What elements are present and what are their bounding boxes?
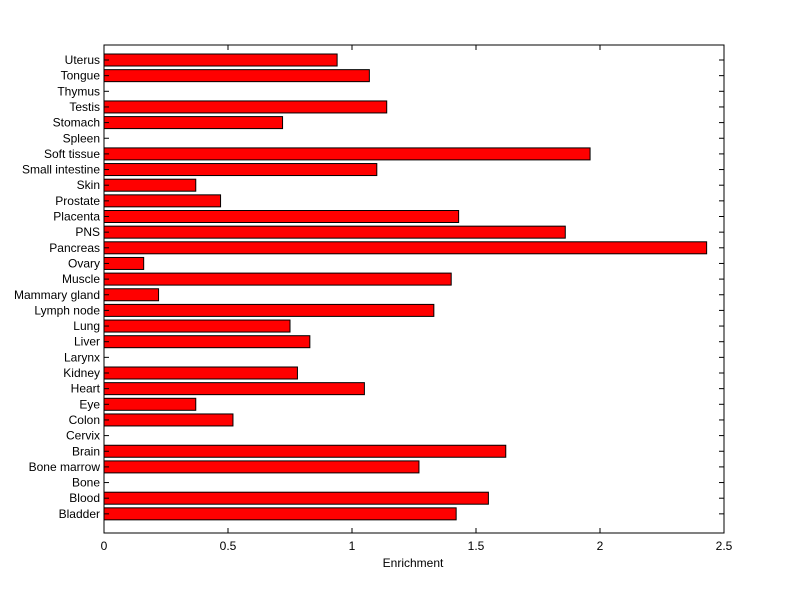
y-tick-label-brain: Brain [72,444,100,458]
y-tick-label-cervix: Cervix [66,429,100,443]
bar-placenta [103,210,460,223]
bar-testis [103,100,388,114]
plot-frame [103,44,725,534]
x-ticks-group: 0 0.5 1 1.5 2 2.5 [101,45,733,553]
bar-bone-marrow [103,460,420,474]
bar-small-intestine [103,163,378,177]
bar-colon [103,413,234,427]
bar-brain [103,444,507,458]
y-tick-label-heart: Heart [71,382,101,396]
bar-heart [103,382,365,396]
bar-prostate [103,194,222,208]
y-tick-label-kidney: Kidney [63,366,100,380]
x-axis-label: Enrichment [383,556,444,570]
y-tick-label-soft-tissue: Soft tissue [44,147,100,161]
bar-lung [103,319,291,333]
y-tick-label-liver: Liver [74,335,100,349]
y-tick-label-small-intestine: Small intestine [22,163,100,177]
y-tick-label-lymph-node: Lymph node [34,303,100,317]
y-tick-label-muscle: Muscle [62,272,100,286]
x-tick-label-2-5: 2.5 [716,539,733,553]
bar-lymph-node [103,303,435,317]
y-tick-label-eye: Eye [79,397,100,411]
bar-pns [103,225,566,239]
x-tick-label-0-5: 0.5 [220,539,237,553]
y-tick-label-stomach: Stomach [53,116,100,130]
bar-bladder [103,507,457,521]
y-tick-label-mammary-gland: Mammary gland [14,288,100,302]
y-tick-label-skin: Skin [77,178,100,192]
y-tick-label-uterus: Uterus [65,53,100,67]
x-tick-label-0: 0 [101,539,108,553]
x-tick-label-1-5: 1.5 [468,539,485,553]
bar-pancreas [103,241,708,255]
y-tick-label-pancreas: Pancreas [49,241,100,255]
y-tick-label-placenta: Placenta [53,210,100,224]
y-tick-label-bladder: Bladder [59,507,100,521]
bar-muscle [103,272,452,286]
bar-soft-tissue [103,147,591,161]
bar-kidney [103,366,298,380]
bar-uterus [103,53,338,67]
y-tick-label-ovary: Ovary [68,256,100,270]
y-tick-label-spleen: Spleen [63,131,100,145]
x-tick-label-1: 1 [349,539,356,553]
y-tick-label-blood: Blood [69,491,100,505]
bar-tongue [103,69,370,83]
bar-ovary [103,256,145,270]
y-tick-label-prostate: Prostate [55,194,100,208]
y-tick-label-larynx: Larynx [64,350,100,364]
bar-blood [103,491,489,505]
bar-liver [103,335,311,349]
bar-eye [103,397,197,411]
y-tick-label-pns: PNS [75,225,100,239]
y-tick-label-testis: Testis [69,100,100,114]
y-tick-label-colon: Colon [69,413,100,427]
bar-mammary-gland [103,288,160,302]
x-tick-label-2: 2 [597,539,604,553]
y-tick-label-lung: Lung [73,319,100,333]
y-tick-label-tongue: Tongue [61,69,101,83]
bar-skin [103,178,197,192]
y-tick-label-bone: Bone [72,476,100,490]
y-tick-label-thymus: Thymus [57,84,100,98]
y-tick-label-bone-marrow: Bone marrow [29,460,101,474]
bar-stomach [103,116,284,130]
